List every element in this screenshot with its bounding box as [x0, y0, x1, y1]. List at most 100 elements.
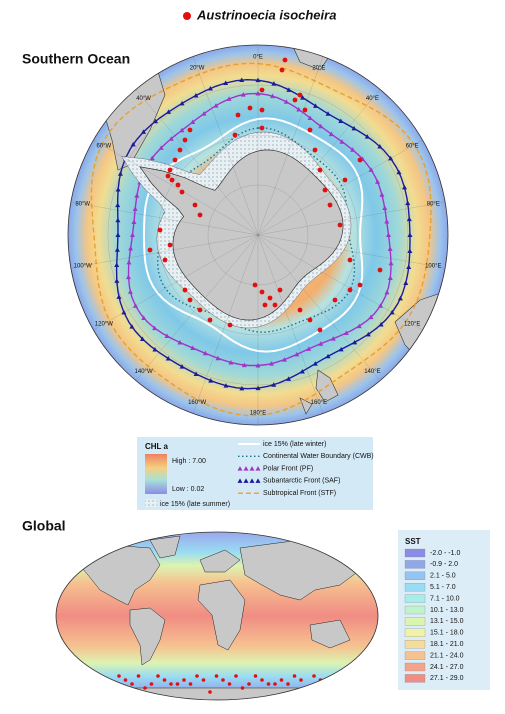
front-marker — [131, 219, 137, 224]
occurrence — [266, 682, 271, 686]
occurrences — [147, 57, 383, 333]
occurrence — [302, 107, 308, 113]
front-marker — [130, 141, 136, 147]
chl-title: CHL a — [145, 442, 169, 451]
occurrence — [247, 105, 253, 111]
front-marker — [352, 339, 358, 345]
occurrence — [286, 682, 290, 686]
occurrence — [259, 289, 265, 295]
occurrence — [123, 678, 128, 682]
front-marker — [368, 314, 374, 320]
occurrence — [157, 227, 163, 233]
occurrence — [347, 287, 353, 293]
front-marker — [177, 339, 183, 345]
legend-marker — [255, 478, 261, 483]
front-marker — [164, 333, 170, 339]
parallel — [107, 84, 409, 386]
meridian — [257, 234, 446, 269]
front-marker — [286, 376, 292, 381]
front-marker — [116, 294, 122, 299]
occurrence — [232, 132, 238, 138]
front-marker — [396, 169, 402, 175]
meridian — [70, 234, 259, 269]
longitude-label: 160°E — [311, 400, 327, 406]
occurrence — [179, 189, 185, 195]
legend-label: Subtropical Front (STF) — [263, 490, 336, 497]
front-marker — [166, 109, 172, 114]
occurrence — [78, 682, 82, 686]
legend-marker — [249, 478, 255, 483]
occurrence — [247, 682, 251, 686]
front-marker — [168, 136, 174, 141]
front-marker — [239, 385, 245, 391]
occurrence — [332, 297, 338, 303]
front-marker — [140, 336, 146, 341]
longitude-label: 80°E — [427, 202, 440, 208]
occurrence — [234, 674, 238, 678]
front-marker — [306, 346, 312, 351]
front-marker — [271, 81, 277, 86]
occurrence — [207, 317, 213, 323]
meridian — [93, 234, 259, 331]
occurrence — [377, 267, 383, 273]
front-marker — [356, 323, 362, 329]
occurrence — [195, 674, 199, 678]
occurrence — [182, 287, 188, 293]
sst-label: 7.1 - 10.0 — [430, 595, 460, 602]
meridian — [257, 234, 324, 414]
front-marker — [378, 321, 384, 327]
front-marker — [239, 77, 245, 82]
front-marker — [213, 103, 219, 108]
occurrence — [227, 682, 232, 686]
front-marker — [388, 260, 394, 266]
global-map — [56, 532, 378, 700]
longitude-label: 140°W — [135, 369, 153, 375]
front-marker — [328, 131, 334, 137]
occurrence — [259, 107, 265, 113]
sst-swatch — [404, 651, 426, 660]
front-marker — [129, 232, 135, 237]
chl-low: Low : 0.02 — [172, 486, 204, 493]
sst-swatch — [404, 583, 426, 592]
sst-swatch — [404, 560, 426, 569]
occurrence — [305, 690, 310, 694]
front-marker — [330, 336, 336, 341]
front-marker — [283, 99, 289, 104]
front-marker — [141, 129, 147, 134]
front-marker — [351, 125, 357, 131]
global-border — [55, 531, 379, 701]
front-marker — [115, 187, 121, 192]
legend-marker — [249, 466, 255, 471]
front-marker — [226, 96, 232, 101]
front-marker — [299, 368, 305, 374]
front-marker — [270, 93, 276, 99]
occurrence — [117, 674, 121, 678]
sst-swatch — [404, 571, 426, 580]
front-marker — [117, 171, 123, 176]
legend-marker — [243, 478, 249, 483]
sst-swatch — [404, 605, 426, 615]
meridian — [257, 89, 381, 236]
occurrence — [297, 92, 303, 98]
front-marker — [165, 356, 171, 361]
chl-high: High : 7.00 — [172, 458, 206, 465]
sst-swatch — [404, 594, 426, 603]
front-marker — [385, 232, 391, 237]
front-marker — [132, 206, 138, 211]
front-marker — [179, 127, 185, 133]
meridian — [257, 234, 423, 331]
occurrence — [267, 295, 273, 301]
front-marker — [193, 371, 199, 376]
front-marker — [149, 155, 155, 161]
occurrence — [342, 177, 348, 183]
occurrence — [97, 674, 102, 678]
longitude-label: 20°W — [190, 65, 205, 71]
occurrence — [297, 307, 303, 313]
sst-label: 13.1 - 15.0 — [430, 618, 464, 625]
front-marker — [115, 202, 121, 208]
front-marker — [406, 216, 412, 222]
front-marker — [307, 115, 313, 120]
occurrence — [307, 317, 313, 323]
parallel — [207, 184, 309, 286]
